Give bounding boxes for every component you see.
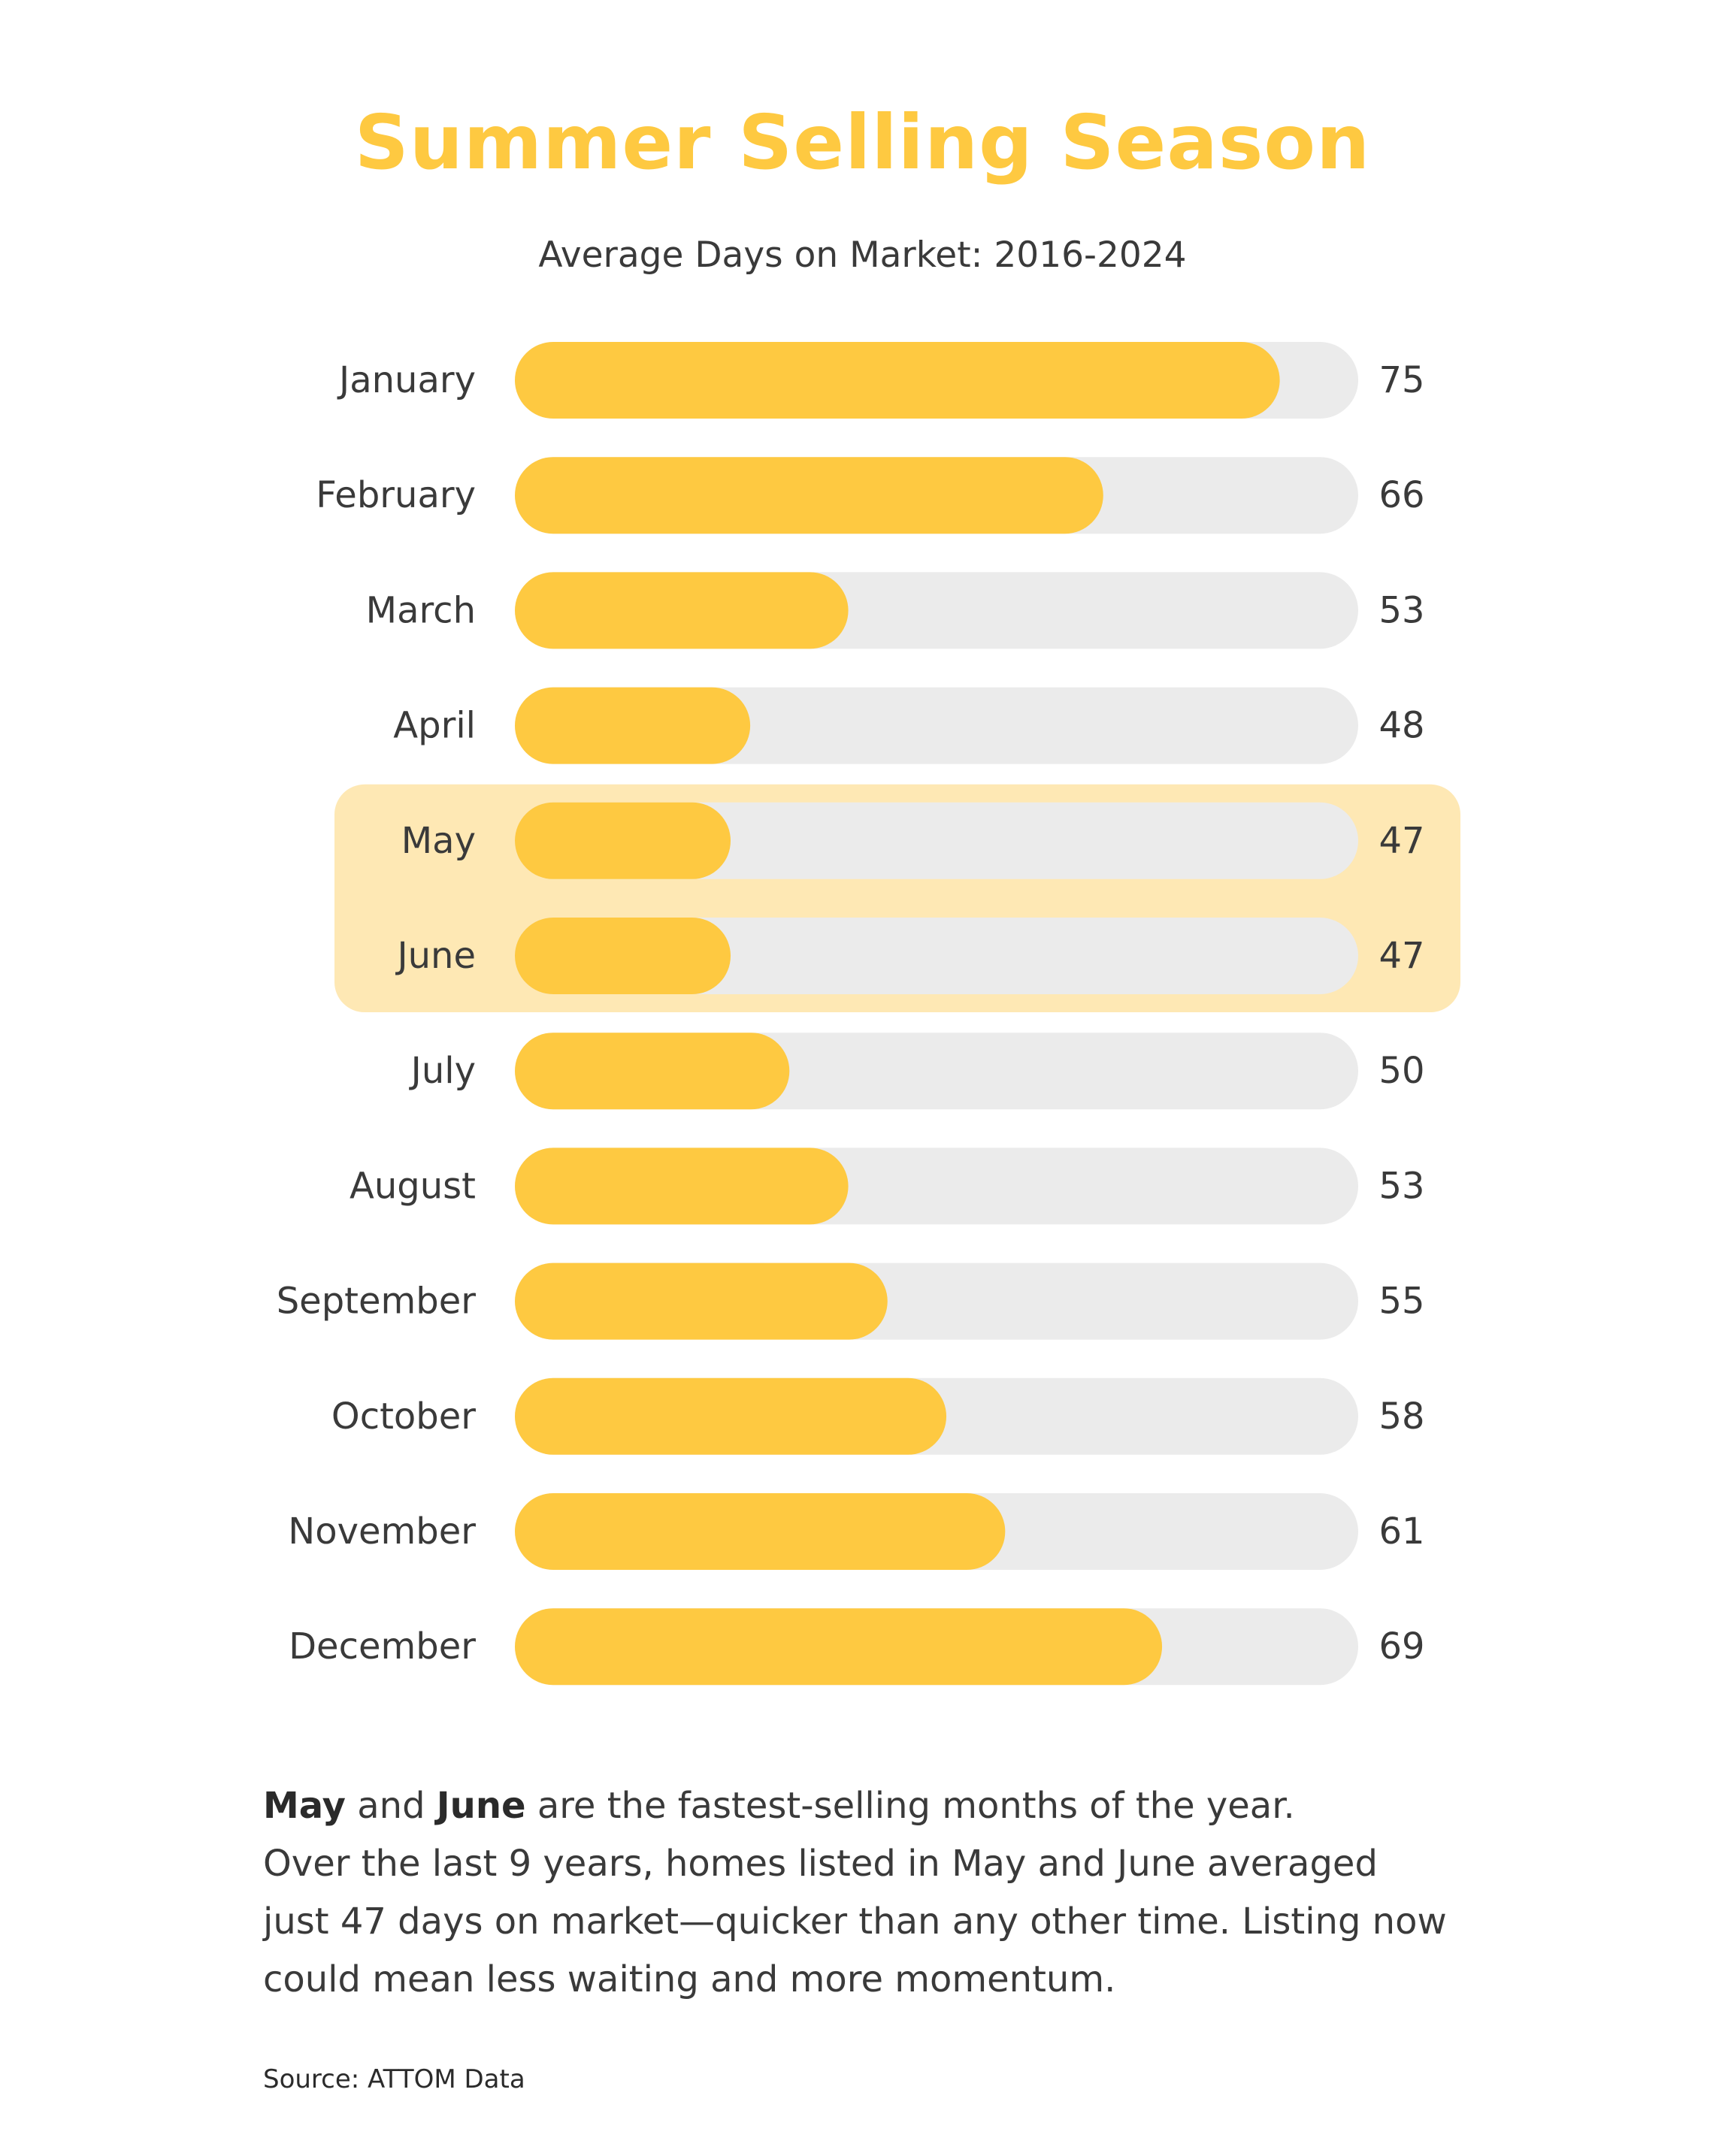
value-label-october: 58 [1378, 1396, 1424, 1438]
value-label-january: 75 [1378, 359, 1424, 401]
category-label-august: August [350, 1165, 476, 1207]
category-label-november: November [288, 1510, 476, 1553]
summary-line-3: just 47 days on market—quicker than any … [263, 1900, 1447, 1943]
summary-text-fastest: are the fastest-selling months of the ye… [525, 1785, 1295, 1827]
category-label-june: June [395, 935, 476, 977]
bar-december [515, 1608, 1163, 1686]
bar-june [515, 918, 731, 994]
value-label-december: 69 [1378, 1625, 1424, 1668]
category-label-december: December [289, 1625, 476, 1668]
category-label-may: May [401, 820, 476, 862]
bar-march [515, 572, 849, 649]
summary-line-2: Over the last 9 years, homes listed in M… [263, 1843, 1378, 1885]
category-label-april: April [393, 705, 476, 747]
summary-text-and: and [345, 1785, 437, 1827]
category-label-march: March [366, 589, 476, 631]
category-label-october: October [331, 1396, 476, 1438]
value-label-may: 47 [1378, 820, 1424, 862]
chart-title: Summer Selling Season [354, 98, 1371, 186]
summary-line-4: could mean less waiting and more momentu… [263, 1958, 1116, 2000]
bar-september [515, 1262, 888, 1340]
bar-chart: January 75 February 66 March 53 April 48 May 47 Ju… [277, 342, 1460, 1686]
value-label-september: 55 [1378, 1281, 1424, 1323]
value-label-june: 47 [1378, 935, 1424, 977]
bar-track-june [515, 918, 1358, 994]
value-label-july: 50 [1378, 1050, 1424, 1092]
chart-subtitle: Average Days on Market: 2016-2024 [538, 234, 1187, 276]
summary-bold-may: May [263, 1785, 346, 1827]
category-label-january: January [337, 359, 476, 401]
bar-april [515, 687, 751, 764]
source-note: Source: ATTOM Data [263, 2064, 525, 2094]
bar-november [515, 1493, 1006, 1570]
value-label-march: 53 [1378, 589, 1424, 631]
bar-july [515, 1033, 790, 1110]
bar-january [515, 342, 1280, 419]
bar-may [515, 802, 731, 879]
category-label-july: July [409, 1050, 476, 1092]
category-label-september: September [277, 1281, 477, 1323]
bar-track-may [515, 802, 1358, 879]
bar-february [515, 457, 1103, 534]
summary-bold-june: June [436, 1785, 526, 1827]
value-label-april: 48 [1378, 705, 1424, 747]
summary-paragraph: May and June are the fastest-selling mon… [263, 1777, 1488, 2009]
value-label-november: 61 [1378, 1510, 1424, 1553]
category-label-february: February [316, 474, 476, 516]
bar-august [515, 1148, 849, 1225]
bar-october [515, 1377, 947, 1455]
summary-line-1: May and June are the fastest-selling mon… [263, 1777, 1488, 1835]
value-label-february: 66 [1378, 474, 1424, 516]
value-label-august: 53 [1378, 1165, 1424, 1207]
